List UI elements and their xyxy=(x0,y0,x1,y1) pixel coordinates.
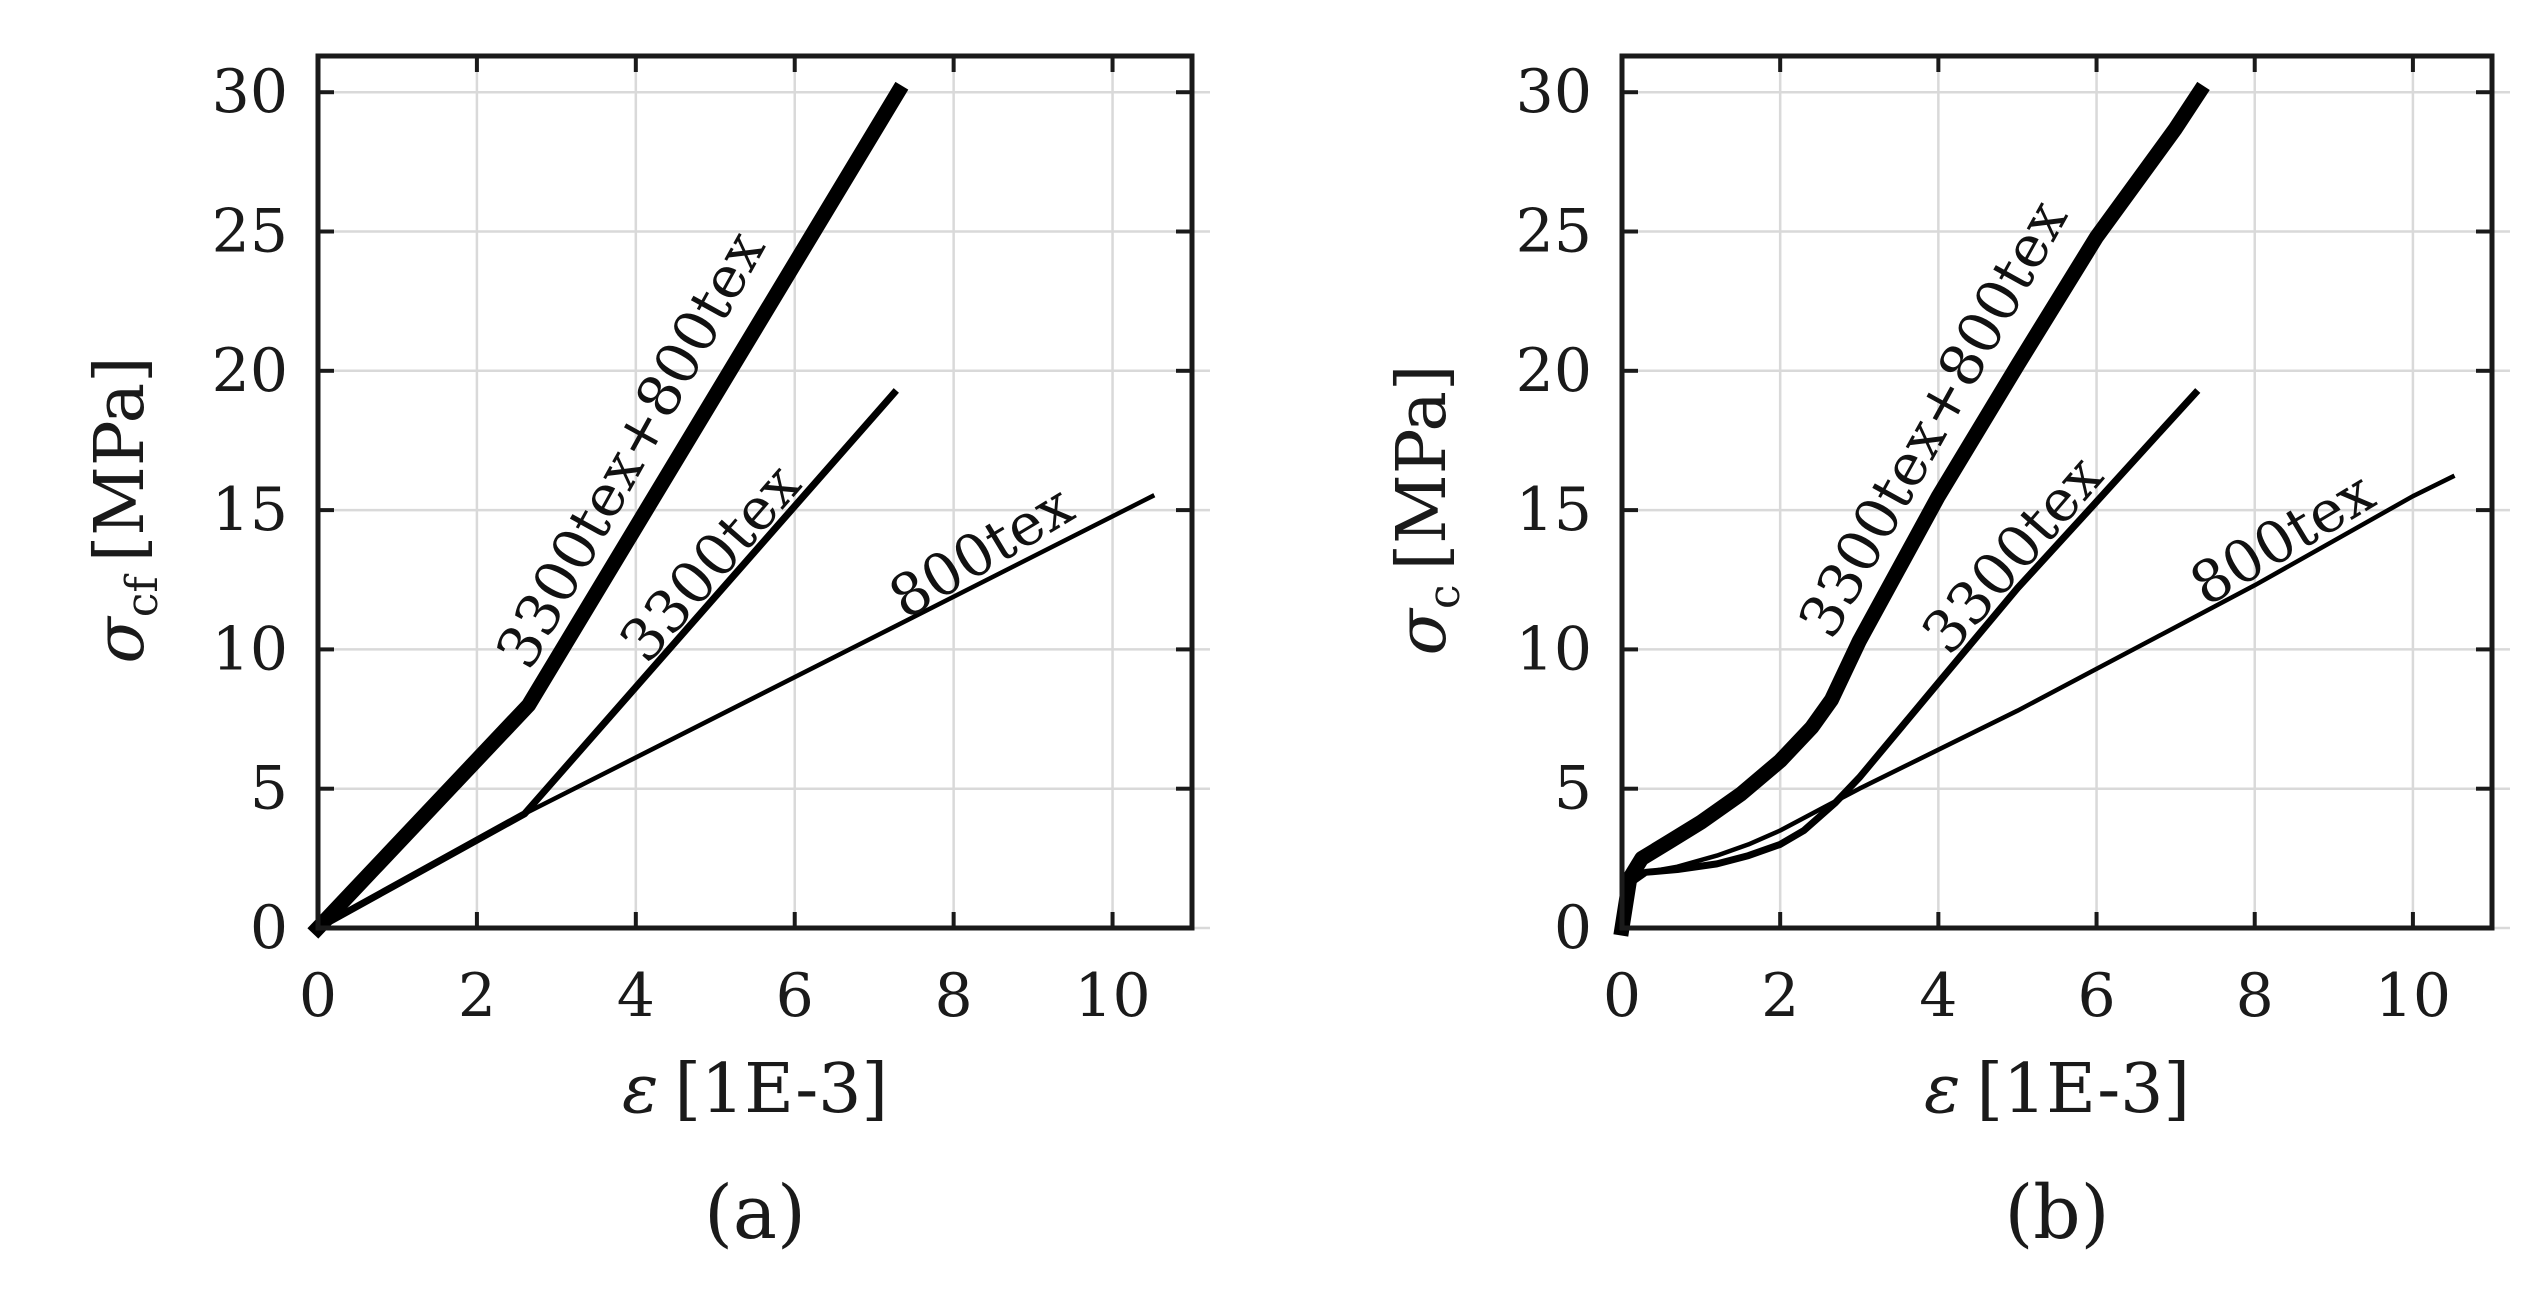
panel-a-ticks: 0 2 4 6 8 10 0 5 10 15 20 25 30 xyxy=(212,56,1192,1031)
panel-a-x-tick-label: 10 xyxy=(1074,961,1150,1031)
panel-b-series xyxy=(1613,81,2456,937)
panel-b-x-axis-label: ε [1E-3] xyxy=(1924,1050,2190,1129)
panel-b-y-axis-label: σc[MPa] xyxy=(1383,364,1470,655)
panel-a-x-tick-label: 2 xyxy=(458,961,496,1031)
panel-b-ticks: 0 2 4 6 8 10 0 5 10 15 20 25 30 xyxy=(1516,56,2492,1031)
panel-a-chart: 0 2 4 6 8 100510152025303300tex+800tex3300tex… xyxy=(81,53,1210,1256)
panel-a-y-tick-label: 10 xyxy=(212,614,288,684)
panel-a-x-tick-label: 4 xyxy=(617,961,655,1031)
panel-b-axes-frame xyxy=(1619,53,2495,931)
panel-b-series-line-800tex xyxy=(1619,473,2456,931)
panel-b-y-tick-label: 0 xyxy=(1554,893,1592,963)
panel-a-axes-frame xyxy=(315,53,1195,931)
panel-a-x-tick-label: 8 xyxy=(935,961,973,1031)
panel-b-series-line-3300tex-800tex xyxy=(1613,81,2210,937)
panel-b-y-tick-label: 5 xyxy=(1554,754,1592,824)
panel-b-x-tick-label: 8 xyxy=(2236,961,2274,1031)
panel-a-y-tick-label: 20 xyxy=(212,336,288,406)
panel-a-y-axis-label: σcf[MPa] xyxy=(81,356,168,663)
panel-b-x-tick-label: 0 xyxy=(1603,961,1641,1031)
panel-b-y-tick-label: 25 xyxy=(1516,197,1592,267)
panel-a-label: (a) xyxy=(704,1170,806,1256)
panel-b-series-label: 3300tex+800tex xyxy=(1785,189,2081,648)
panel-b-x-tick-label: 2 xyxy=(1761,961,1799,1031)
panel-a-x-tick-label: 0 xyxy=(299,961,337,1031)
panel-a-series-line-800tex xyxy=(314,493,1156,932)
panel-b-series-label: 800tex xyxy=(2178,457,2385,619)
panel-a-y-tick-label: 15 xyxy=(212,475,288,545)
panel-b-y-tick-label: 20 xyxy=(1516,336,1592,406)
panel-a-x-tick-label: 6 xyxy=(776,961,814,1031)
panel-b-chart: 0 2 4 6 8 100510152025303300tex+800tex3300tex… xyxy=(1383,53,2510,1256)
panel-a-y-tick-label: 5 xyxy=(250,754,288,824)
panel-a-series-line-3300tex-800tex xyxy=(307,81,909,939)
panel-a-series-label: 800tex xyxy=(877,471,1084,633)
panel-b-y-tick-label: 30 xyxy=(1516,57,1592,127)
panel-a-y-tick-label: 30 xyxy=(212,57,288,127)
panel-a-series xyxy=(307,81,1156,939)
panel-b-x-tick-label: 6 xyxy=(2077,961,2115,1031)
panel-a-x-axis-label: ε [1E-3] xyxy=(622,1050,888,1129)
panel-b-x-tick-label: 4 xyxy=(1919,961,1957,1031)
panel-a-y-tick-label: 25 xyxy=(212,197,288,267)
panel-b-y-tick-label: 15 xyxy=(1516,475,1592,545)
panel-b-y-tick-label: 10 xyxy=(1516,614,1592,684)
panel-b-x-tick-label: 10 xyxy=(2375,961,2451,1031)
panel-a-grid xyxy=(316,56,1210,930)
panel-b-label: (b) xyxy=(2004,1170,2109,1256)
panel-a-y-tick-label: 0 xyxy=(250,893,288,963)
